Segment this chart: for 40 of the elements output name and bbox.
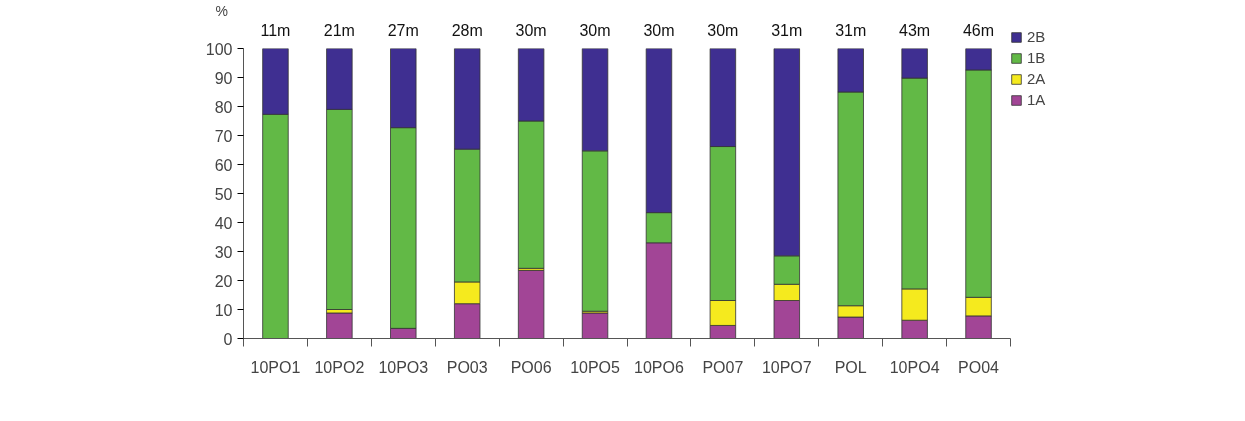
x-tick-label: PO04 <box>958 358 1000 376</box>
y-tick-label: 40 <box>214 214 233 232</box>
legend-label: 2B <box>1027 28 1047 45</box>
text: 21m <box>323 21 355 39</box>
text: 11m <box>260 21 291 39</box>
text: 43m <box>899 21 931 39</box>
y-tick-label: 70 <box>214 127 233 145</box>
x-tick-label: PO07 <box>702 358 744 376</box>
text: 30m <box>579 21 611 39</box>
text: 31m <box>771 21 803 39</box>
x-tick-label: 10PO2 <box>314 358 365 376</box>
y-tick-label: 100 <box>205 40 233 58</box>
text: 28m <box>451 21 483 39</box>
y-tick-label: 80 <box>214 98 233 116</box>
x-tick-label: 10PO3 <box>378 358 429 376</box>
x-tick-label: 10PO1 <box>250 358 301 376</box>
x-tick-label: 10PO5 <box>570 358 621 376</box>
x-tick-label: PO03 <box>446 358 488 376</box>
x-tick-label: 10PO4 <box>889 358 940 376</box>
y-tick-label: 90 <box>214 69 233 87</box>
y-axis-title: % <box>215 2 228 19</box>
y-tick-label: 30 <box>214 243 233 261</box>
y-tick-label: 0 <box>223 330 233 348</box>
legend-label: 1A <box>1027 91 1047 108</box>
legend-label: 2A <box>1027 70 1047 87</box>
y-tick-label: 10 <box>214 301 233 319</box>
x-tick-label: PO06 <box>510 358 552 376</box>
text: 27m <box>387 21 419 39</box>
y-tick-label: 60 <box>214 156 233 174</box>
x-tick-label: 10PO7 <box>761 358 812 376</box>
text: 30m <box>707 21 739 39</box>
text: 30m <box>515 21 547 39</box>
text: 30m <box>643 21 675 39</box>
text: 31m <box>835 21 867 39</box>
y-tick-label: 20 <box>214 272 233 290</box>
x-tick-label: POL <box>834 358 867 376</box>
legend-label: 1B <box>1027 49 1047 66</box>
y-tick-label: 50 <box>214 185 233 203</box>
text: 46m <box>962 21 995 39</box>
x-tick-label: 10PO6 <box>634 358 684 376</box>
